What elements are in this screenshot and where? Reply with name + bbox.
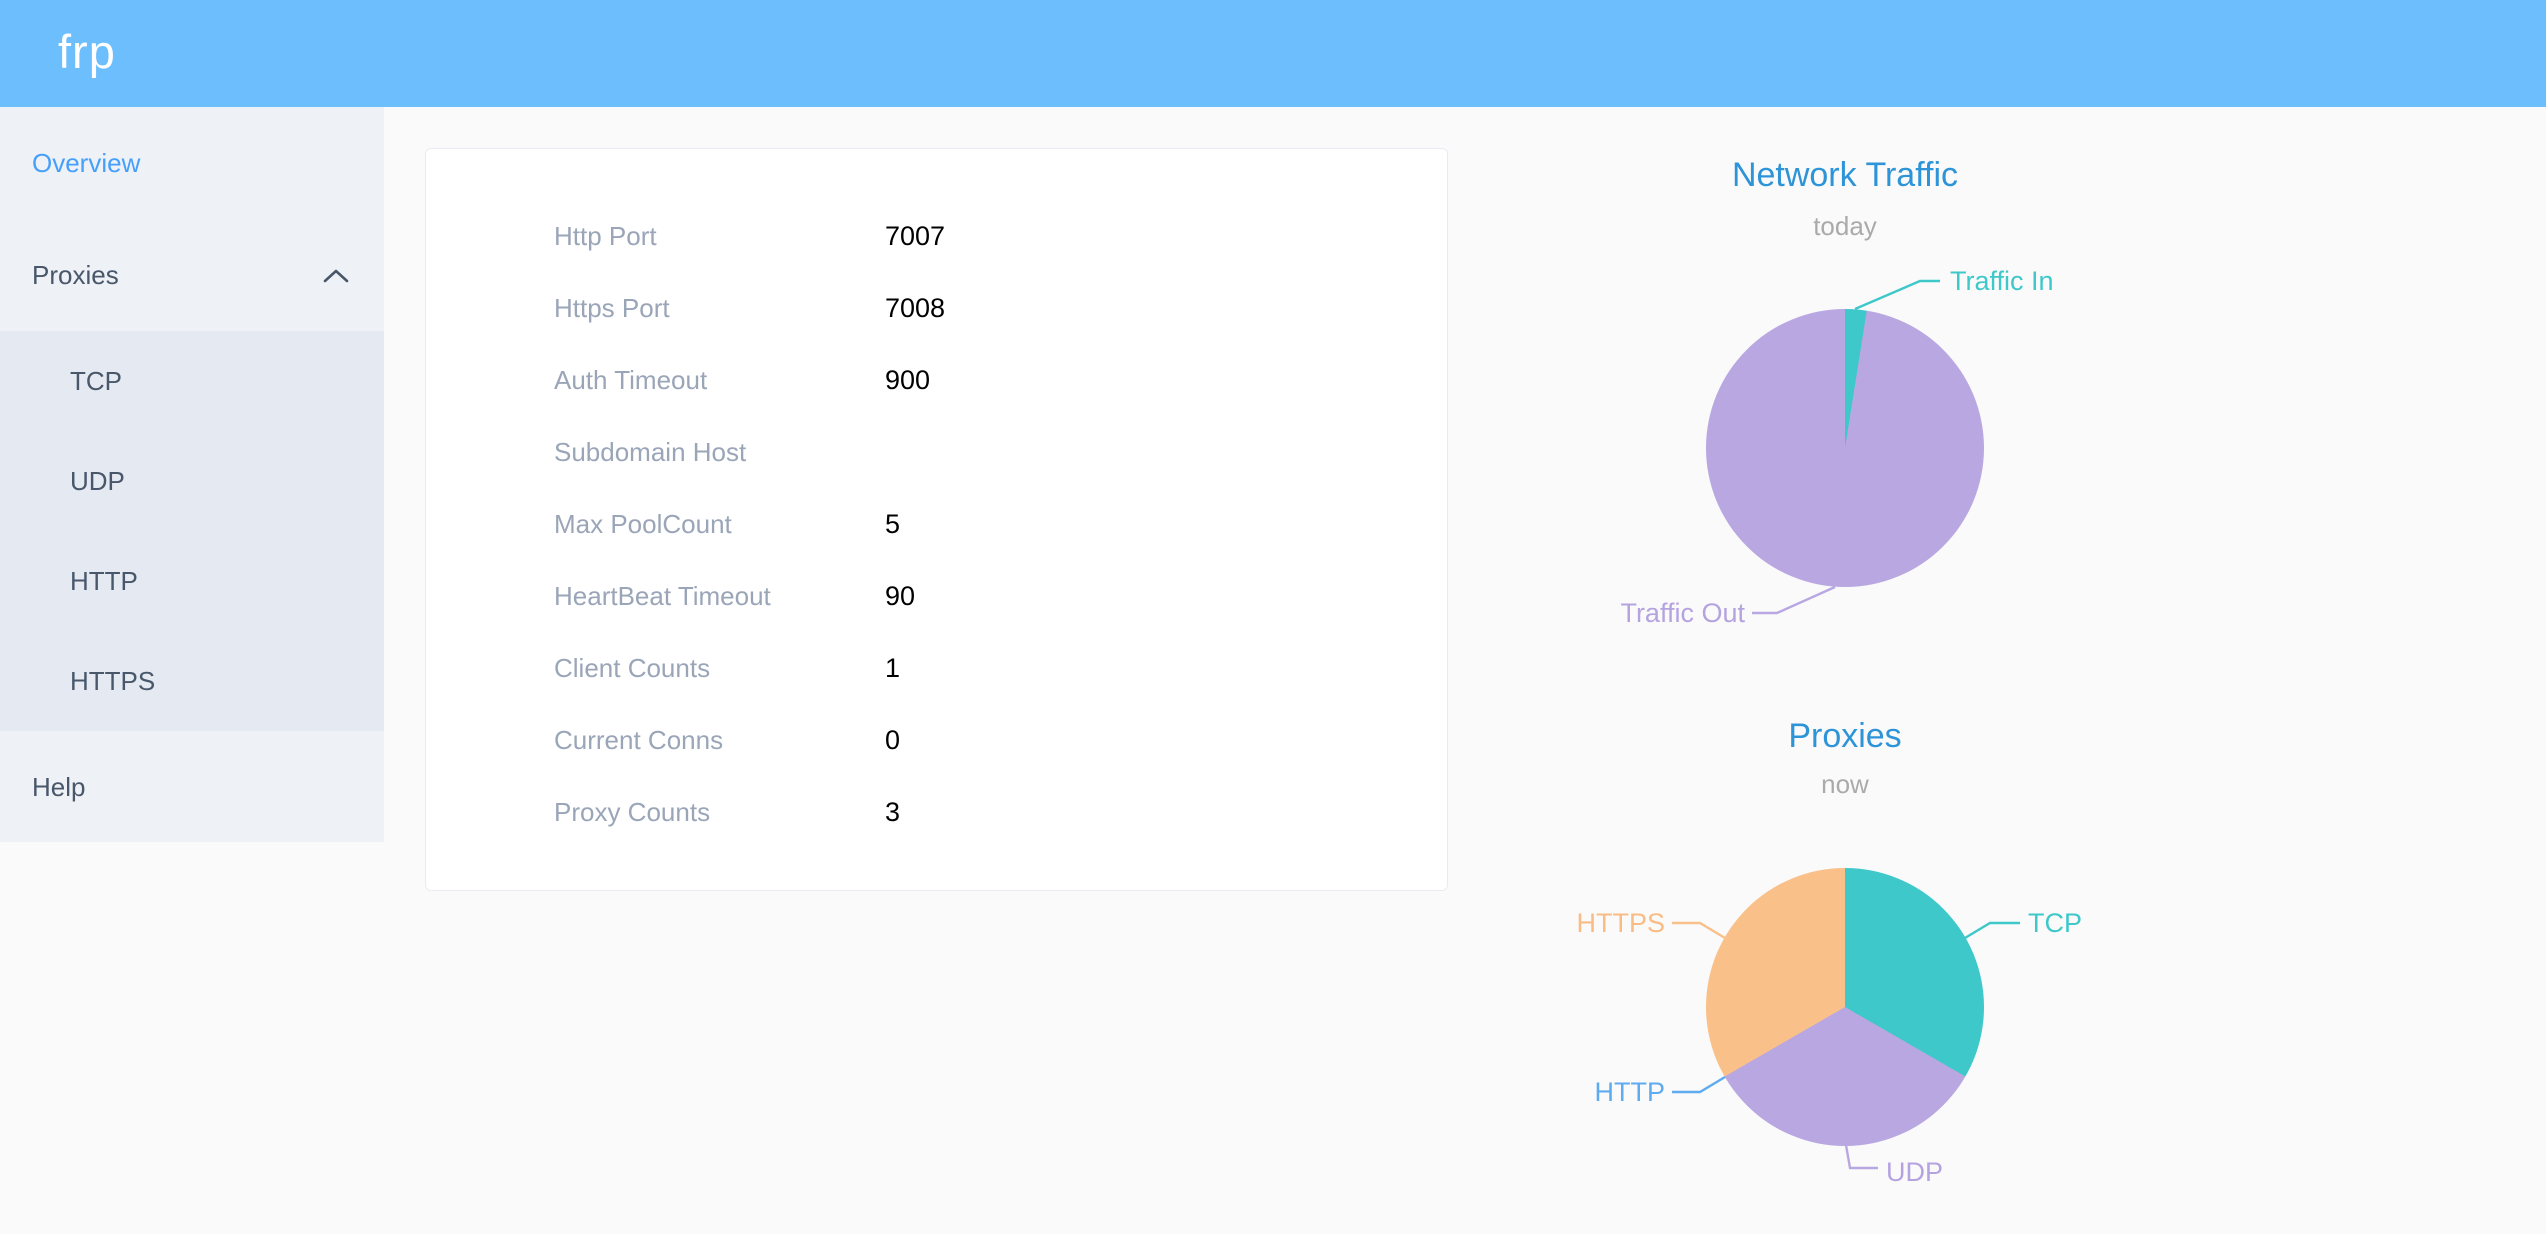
config-label: Client Counts — [554, 652, 711, 683]
config-row: Https Port 7008 — [426, 272, 1447, 344]
config-row: Max PoolCount 5 — [426, 488, 1447, 560]
config-label: Current Conns — [554, 724, 724, 755]
sidebar-item-udp[interactable]: UDP — [0, 431, 384, 531]
config-value: 7008 — [885, 292, 946, 323]
chart-subtitle: today — [1813, 211, 1877, 241]
config-row: Subdomain Host — [426, 416, 1447, 488]
pie-label-udp: UDP — [1886, 1157, 1944, 1187]
sidebar-item-proxies[interactable]: Proxies — [0, 219, 384, 331]
config-label: Https Port — [554, 292, 670, 323]
network-traffic-chart: Network Traffic today Traffic In Traffic… — [1495, 140, 2195, 640]
proxies-chart: Proxies now TCP UDP HTTP HTTPS — [1495, 690, 2195, 1234]
pie-leader-lines — [1672, 921, 2020, 1170]
config-value: 900 — [885, 364, 931, 395]
config-row: Client Counts 1 — [426, 632, 1447, 704]
sidebar-item-label: Overview — [32, 148, 141, 178]
config-value: 7007 — [885, 220, 946, 251]
config-label: Auth Timeout — [554, 364, 708, 395]
pie-label-https: HTTPS — [1576, 908, 1665, 938]
leader-line-http — [1672, 1075, 1726, 1094]
app-header: frp — [0, 0, 2546, 107]
config-label: Max PoolCount — [554, 508, 732, 539]
app-logo: frp — [58, 25, 116, 78]
sidebar: Overview Proxies TCP UDP HTTP HTTPS Help — [0, 107, 384, 842]
pie-label-http: HTTP — [1594, 1077, 1666, 1107]
sidebar-item-label: HTTP — [70, 566, 138, 596]
sidebar-item-label: UDP — [70, 466, 125, 496]
pie-label-tcp: TCP — [2028, 908, 2082, 938]
config-label: HeartBeat Timeout — [554, 580, 771, 611]
sidebar-item-help[interactable]: Help — [0, 731, 384, 844]
proxies-pie[interactable] — [1706, 868, 1984, 1146]
sidebar-item-label: Help — [32, 772, 86, 802]
chevron-up-icon — [323, 269, 349, 283]
config-value: 5 — [885, 508, 901, 539]
config-row: Proxy Counts 3 — [426, 776, 1447, 848]
chart-subtitle: now — [1821, 769, 1869, 799]
pie-leader-lines — [1752, 279, 1940, 615]
config-value: 90 — [885, 580, 916, 611]
config-value: 1 — [885, 652, 901, 683]
config-row: Http Port 7007 — [426, 200, 1447, 272]
config-value: 0 — [885, 724, 901, 755]
chart-title: Proxies — [1788, 717, 1902, 755]
config-label: Proxy Counts — [554, 796, 711, 827]
sidebar-item-label: Proxies — [32, 260, 119, 290]
pie-label-traffic-in: Traffic In — [1950, 266, 2054, 296]
leader-line-tcp — [1964, 921, 2020, 940]
sidebar-item-overview[interactable]: Overview — [0, 107, 384, 219]
config-label: Subdomain Host — [554, 436, 747, 467]
sidebar-item-tcp[interactable]: TCP — [0, 331, 384, 431]
server-config-card: Http Port 7007 Https Port 7008 Auth Time… — [425, 148, 1448, 891]
sidebar-item-https[interactable]: HTTPS — [0, 631, 384, 731]
proxies-submenu: TCP UDP HTTP HTTPS — [0, 331, 384, 731]
leader-line-traffic-out — [1752, 585, 1836, 615]
config-label: Http Port — [554, 220, 657, 251]
leader-line-traffic-in — [1854, 279, 1940, 311]
sidebar-item-label: TCP — [70, 366, 122, 396]
config-row: Current Conns 0 — [426, 704, 1447, 776]
network-traffic-pie[interactable] — [1706, 309, 1984, 587]
sidebar-item-label: HTTPS — [70, 666, 156, 696]
leader-line-https — [1672, 921, 1726, 940]
config-value: 3 — [885, 796, 901, 827]
config-row: Auth Timeout 900 — [426, 344, 1447, 416]
sidebar-item-http[interactable]: HTTP — [0, 531, 384, 631]
chart-title: Network Traffic — [1731, 156, 1959, 194]
leader-line-udp — [1844, 1144, 1878, 1170]
config-row: HeartBeat Timeout 90 — [426, 560, 1447, 632]
pie-label-traffic-out: Traffic Out — [1620, 598, 1745, 628]
